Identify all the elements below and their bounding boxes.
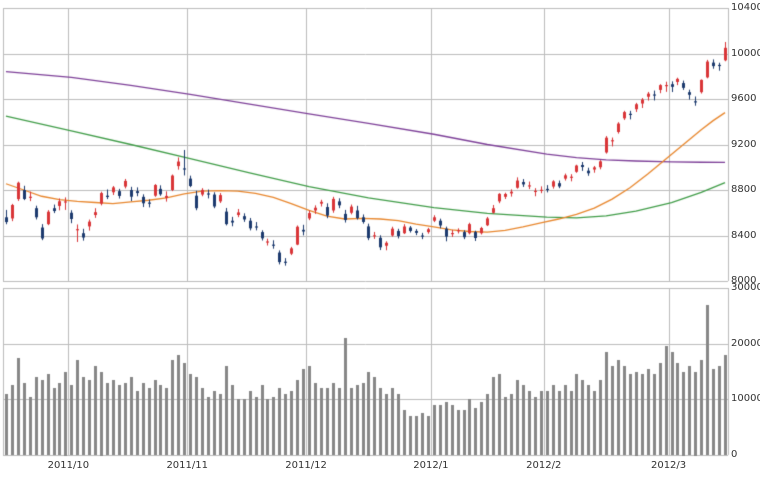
price-axis-label: 10000 <box>731 47 760 59</box>
x-axis-month-label: 2011/12 <box>285 460 327 471</box>
price-axis-label: 8400 <box>731 229 757 241</box>
volume-axis-label: 0 <box>731 449 738 460</box>
price-axis-label: 10400 <box>731 2 760 13</box>
price-axis-label: 9600 <box>731 93 757 104</box>
price-axis-label: 9200 <box>731 138 757 150</box>
x-axis-month-label: 2012/3 <box>650 460 687 471</box>
price-axis-label: 8000 <box>731 275 757 286</box>
x-axis-month-label: 2011/10 <box>47 460 90 471</box>
volume-axis-label: 200000 <box>731 337 760 349</box>
volume-axis-label: 300000 <box>731 282 760 293</box>
price-axis-label: 8800 <box>731 184 757 195</box>
x-axis-month-label: 2011/11 <box>166 460 208 471</box>
x-axis-month-label: 2012/2 <box>526 460 562 471</box>
x-axis-month-label: 2012/1 <box>413 460 449 471</box>
